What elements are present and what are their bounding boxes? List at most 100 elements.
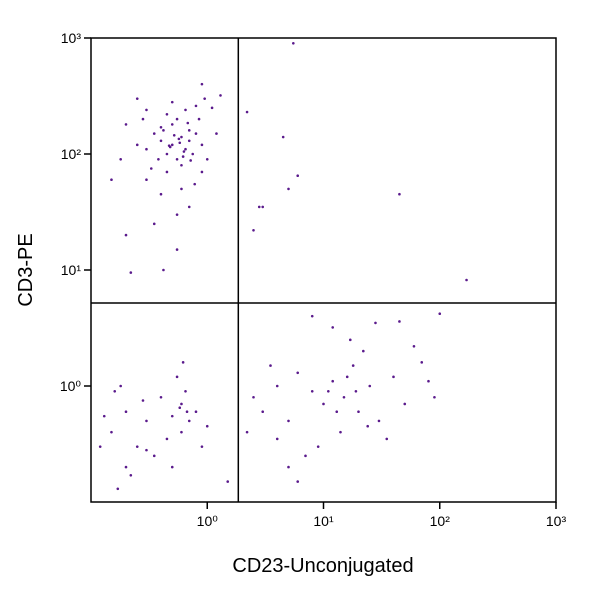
x-axis-title: CD23-Unconjugated	[232, 555, 413, 577]
point	[129, 271, 133, 274]
point	[116, 487, 120, 491]
point	[200, 445, 204, 448]
point	[322, 402, 325, 406]
x-tick-label: 10²	[430, 513, 451, 529]
point	[197, 117, 201, 121]
point	[398, 192, 401, 196]
point	[205, 158, 209, 161]
point	[200, 170, 204, 174]
y-axis-title: CD3-PE	[15, 233, 37, 306]
point	[403, 402, 407, 406]
point	[113, 390, 117, 393]
point	[296, 480, 300, 483]
point	[180, 187, 183, 191]
point	[185, 410, 189, 414]
point	[261, 410, 265, 414]
point	[175, 213, 179, 216]
point	[433, 395, 436, 399]
point	[172, 133, 176, 137]
plot-frame	[90, 37, 557, 503]
point	[331, 379, 335, 383]
point	[184, 147, 187, 151]
point	[348, 338, 352, 342]
point	[119, 384, 122, 388]
point	[252, 395, 255, 399]
point	[165, 152, 169, 156]
point	[178, 406, 182, 410]
y-tick-label: 10¹	[61, 262, 82, 278]
point	[193, 182, 197, 186]
point	[180, 135, 183, 139]
point	[187, 205, 191, 209]
point	[135, 143, 139, 147]
point	[145, 178, 148, 182]
point	[145, 108, 148, 112]
point	[165, 170, 169, 174]
point	[368, 384, 372, 388]
y-tick-label: 10⁰	[60, 378, 82, 394]
point	[187, 419, 191, 423]
point	[181, 361, 185, 364]
point	[261, 205, 265, 209]
point	[275, 437, 279, 441]
point	[296, 174, 300, 178]
point	[102, 414, 106, 418]
point	[170, 143, 174, 147]
point	[357, 410, 360, 414]
point	[119, 158, 122, 161]
point	[182, 150, 186, 153]
point	[269, 364, 272, 367]
point	[245, 110, 249, 114]
point	[187, 129, 191, 132]
point	[252, 228, 255, 232]
point	[170, 123, 174, 126]
point	[316, 445, 320, 448]
point	[149, 167, 153, 170]
point	[292, 42, 295, 45]
point	[398, 320, 401, 323]
point	[175, 158, 179, 161]
point	[342, 395, 346, 399]
point	[374, 321, 377, 325]
point	[180, 163, 183, 167]
point	[175, 117, 179, 121]
point	[275, 384, 279, 388]
point	[287, 465, 290, 469]
point	[110, 178, 113, 182]
point	[377, 419, 381, 423]
point	[165, 437, 169, 441]
point	[141, 117, 145, 121]
point	[345, 375, 349, 379]
point	[339, 430, 342, 434]
point	[205, 424, 209, 428]
point	[184, 390, 187, 393]
point	[281, 135, 285, 139]
point	[351, 364, 355, 367]
point	[170, 414, 174, 418]
point	[162, 268, 165, 272]
point	[184, 108, 187, 112]
point	[98, 445, 102, 448]
point	[385, 437, 389, 441]
point	[159, 192, 163, 196]
point	[200, 143, 204, 147]
point	[194, 410, 198, 414]
point	[178, 141, 182, 145]
point	[210, 106, 214, 110]
point	[392, 375, 395, 379]
point	[420, 361, 424, 364]
x-tick-label: 10¹	[313, 513, 334, 529]
point	[310, 314, 314, 318]
point	[124, 233, 128, 237]
point	[335, 410, 339, 414]
point	[194, 132, 198, 135]
point	[170, 465, 174, 469]
point	[177, 137, 181, 141]
point	[135, 445, 139, 448]
point	[145, 419, 148, 423]
point	[287, 187, 290, 191]
point	[110, 430, 113, 434]
point	[124, 123, 128, 126]
point	[167, 144, 171, 147]
